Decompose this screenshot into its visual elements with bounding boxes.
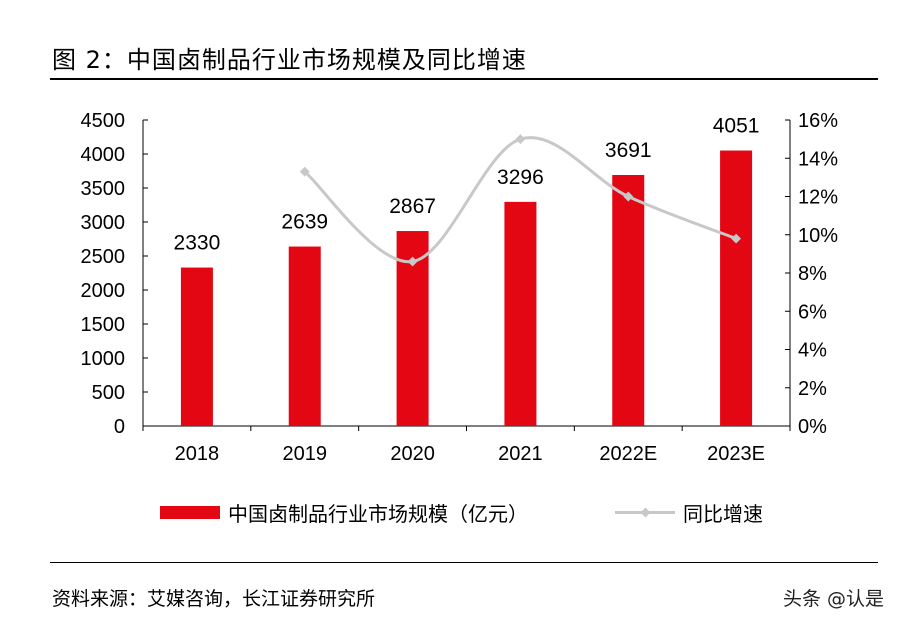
left-tick-label: 0	[114, 416, 125, 438]
bar	[180, 267, 213, 426]
growth-point	[515, 134, 526, 145]
right-tick-label: 16%	[798, 110, 838, 132]
bar-data-label: 2639	[281, 211, 328, 234]
x-tick-label: 2022E	[599, 443, 657, 465]
right-tick-label: 10%	[798, 225, 838, 247]
growth-point	[299, 166, 310, 177]
right-tick-label: 12%	[798, 187, 838, 209]
left-tick-label: 3000	[81, 212, 126, 234]
x-tick-label: 2018	[175, 443, 220, 465]
left-tick-label: 1500	[81, 314, 126, 336]
title-rule	[50, 78, 878, 80]
x-tick-label: 2020	[390, 443, 435, 465]
right-tick-label: 8%	[798, 263, 827, 285]
bar	[612, 175, 645, 426]
left-tick-label: 2000	[81, 280, 126, 302]
bar	[504, 201, 537, 426]
bar	[288, 246, 321, 426]
right-tick-label: 4%	[798, 340, 827, 362]
figure-title: 图 2：中国卤制品行业市场规模及同比增速	[52, 46, 527, 74]
right-tick-label: 14%	[798, 148, 838, 170]
legend-bar-swatch	[160, 506, 220, 519]
left-tick-label: 2500	[81, 246, 126, 268]
left-tick-label: 3500	[81, 178, 126, 200]
growth-point	[731, 233, 742, 244]
right-tick-label: 2%	[798, 378, 827, 400]
right-tick-label: 6%	[798, 301, 827, 323]
x-tick-label: 2019	[283, 443, 328, 465]
legend-line: 同比增速	[615, 498, 763, 527]
left-tick-label: 500	[92, 382, 125, 404]
left-tick-label: 1000	[81, 348, 126, 370]
legend-line-label: 同比增速	[683, 502, 763, 526]
source-note: 资料来源：艾媒咨询，长江证券研究所	[52, 588, 376, 610]
bar-data-label: 4051	[713, 115, 760, 138]
legend-bar: 中国卤制品行业市场规模（亿元）	[160, 498, 528, 527]
legend-line-swatch	[615, 507, 675, 518]
legend-bar-label: 中国卤制品行业市场规模（亿元）	[228, 502, 528, 526]
bar-data-label: 2330	[174, 232, 221, 255]
growth-point	[407, 256, 418, 267]
growth-point	[623, 191, 634, 202]
left-tick-label: 4500	[81, 110, 126, 132]
bar	[720, 150, 753, 427]
watermark: 头条 @认是	[782, 588, 884, 610]
bar-data-label: 3296	[497, 166, 544, 189]
x-tick-label: 2021	[498, 443, 543, 465]
bar-data-label: 2867	[389, 195, 436, 218]
left-tick-label: 4000	[81, 144, 126, 166]
x-tick-label: 2023E	[707, 443, 765, 465]
bar-data-label: 3691	[605, 139, 652, 162]
growth-line	[303, 136, 737, 264]
footer-rule	[50, 562, 878, 563]
right-tick-label: 0%	[798, 416, 827, 438]
